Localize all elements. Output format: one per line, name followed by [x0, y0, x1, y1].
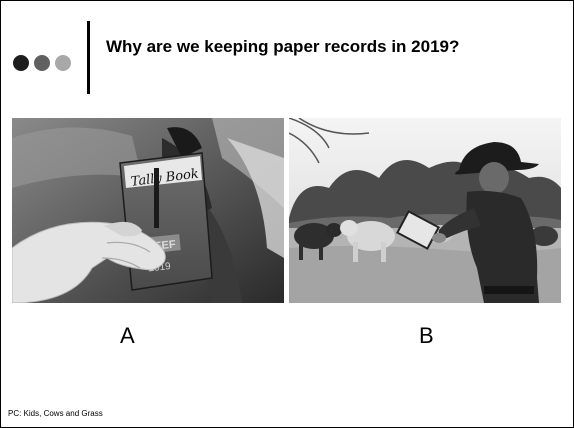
photo-credit: PC: Kids, Cows and Grass: [8, 409, 103, 418]
photo-a-tally-book: Tally Book BEEF 2019: [12, 118, 284, 303]
photo-b-tablet-in-pasture: [289, 118, 561, 303]
photo-a-label: A: [120, 323, 135, 348]
dot-dark-icon: [13, 55, 29, 71]
dot-light-icon: [55, 55, 71, 71]
slide-title: Why are we keeping paper records in 2019…: [106, 37, 460, 56]
tally-book-photo-image: Tally Book BEEF 2019: [12, 118, 284, 303]
title-divider: [87, 21, 90, 94]
pasture-photo-image: [289, 118, 561, 303]
photo-b-label: B: [419, 323, 434, 348]
dot-mid-icon: [34, 55, 50, 71]
